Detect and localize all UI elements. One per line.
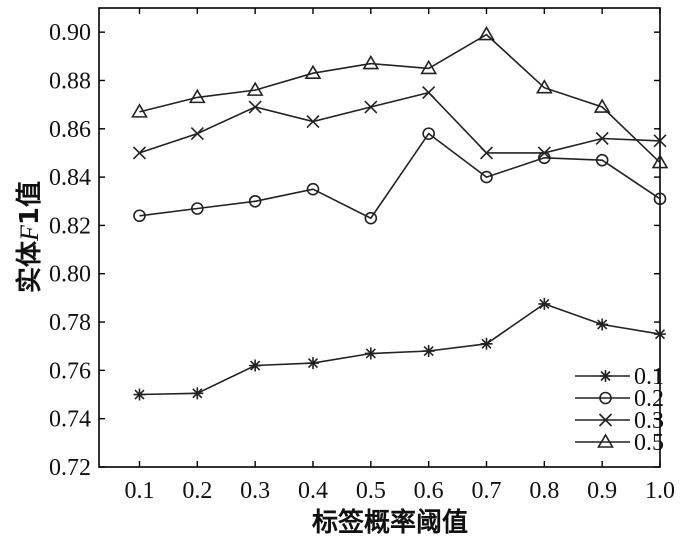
x-tick-label: 0.6: [414, 478, 444, 504]
y-tick-label: 0.82: [49, 213, 91, 239]
triangle-marker: [246, 81, 264, 96]
series-line: [139, 132, 661, 220]
triangle-marker: [478, 25, 495, 41]
circle-marker: [191, 202, 204, 215]
star-marker: [422, 345, 435, 358]
series-line: [139, 303, 661, 396]
y-axis-label: 实体F1值: [14, 181, 45, 293]
x-marker: [306, 114, 320, 129]
star-marker: [599, 370, 612, 382]
circle-marker: [364, 211, 378, 225]
x-marker: [190, 127, 204, 141]
series-0.1: [133, 297, 666, 401]
legend-label: 0.1: [634, 364, 664, 390]
x-marker: [653, 134, 667, 148]
legend-item-0.2: 0.2: [575, 386, 664, 412]
series-0.2: [133, 127, 667, 225]
x-tick-label: 1.0: [645, 478, 675, 504]
legend-label: 0.2: [634, 386, 664, 412]
x-marker: [479, 146, 494, 160]
star-marker: [480, 337, 493, 350]
series-0.3: [132, 85, 667, 160]
y-tick-label: 0.78: [49, 310, 91, 336]
x-axis-label: 标签概率阈值: [312, 507, 468, 537]
axes: 0.720.740.760.780.800.820.840.860.880.90…: [49, 7, 675, 504]
x-tick-label: 0.9: [587, 478, 617, 504]
series-line: [139, 33, 661, 164]
y-tick-label: 0.74: [49, 407, 91, 433]
legend-item-0.5: 0.5: [575, 430, 664, 456]
x-marker: [248, 100, 262, 114]
circle-marker: [133, 209, 146, 223]
circle-marker: [599, 391, 612, 405]
triangle-marker: [597, 433, 614, 448]
triangle-marker: [420, 59, 438, 75]
y-tick-label: 0.88: [49, 68, 91, 94]
circle-marker: [653, 192, 667, 206]
star-marker: [364, 347, 377, 360]
star-marker: [538, 297, 551, 310]
series-line: [139, 91, 661, 154]
x-marker: [132, 146, 147, 160]
circle-marker: [306, 182, 320, 196]
star-marker: [191, 387, 204, 400]
y-axis-label-suffix: 1值: [15, 181, 45, 225]
x-tick-label: 0.5: [356, 478, 386, 504]
x-tick-label: 0.2: [182, 478, 212, 504]
circle-marker: [480, 170, 493, 184]
y-tick-label: 0.86: [49, 117, 91, 143]
x-marker: [595, 131, 609, 146]
x-tick-label: 0.3: [240, 478, 270, 504]
y-tick-label: 0.72: [49, 455, 91, 481]
triangle-marker: [362, 54, 380, 70]
triangle-marker: [535, 79, 553, 94]
x-tick-label: 0.7: [471, 478, 501, 504]
x-marker: [537, 146, 551, 160]
plot-frame: [98, 7, 661, 468]
legend-label: 0.5: [634, 430, 664, 456]
y-tick-label: 0.76: [49, 358, 91, 384]
circle-marker: [595, 153, 609, 167]
x-tick-label: 0.4: [298, 478, 328, 504]
x-marker: [598, 413, 613, 427]
triangle-marker: [651, 154, 669, 169]
y-axis-label-prefix: 实体: [14, 240, 45, 293]
triangle-marker: [593, 98, 611, 113]
triangle-marker: [304, 64, 322, 80]
series-layer: [131, 25, 669, 401]
star-marker: [306, 357, 319, 370]
triangle-marker: [131, 103, 148, 118]
series-0.5: [131, 25, 669, 169]
legend-item-0.3: 0.3: [575, 408, 664, 434]
x-tick-label: 0.8: [529, 478, 559, 504]
triangle-marker: [188, 88, 206, 104]
legend-item-0.1: 0.1: [575, 364, 664, 390]
circle-marker: [248, 194, 262, 208]
x-marker: [364, 100, 378, 114]
star-marker: [133, 388, 146, 401]
y-tick-label: 0.80: [49, 262, 91, 288]
star-marker: [596, 318, 609, 331]
y-tick-label: 0.84: [49, 165, 91, 191]
x-marker: [422, 85, 436, 100]
star-marker: [249, 359, 262, 372]
y-axis-label-italic: F: [15, 224, 44, 242]
circle-marker: [422, 127, 435, 140]
legend-label: 0.3: [634, 408, 664, 434]
legend: 0.10.20.30.5: [575, 364, 664, 456]
x-tick-label: 0.1: [124, 478, 154, 504]
y-tick-label: 0.90: [49, 20, 91, 46]
star-marker: [654, 328, 666, 341]
